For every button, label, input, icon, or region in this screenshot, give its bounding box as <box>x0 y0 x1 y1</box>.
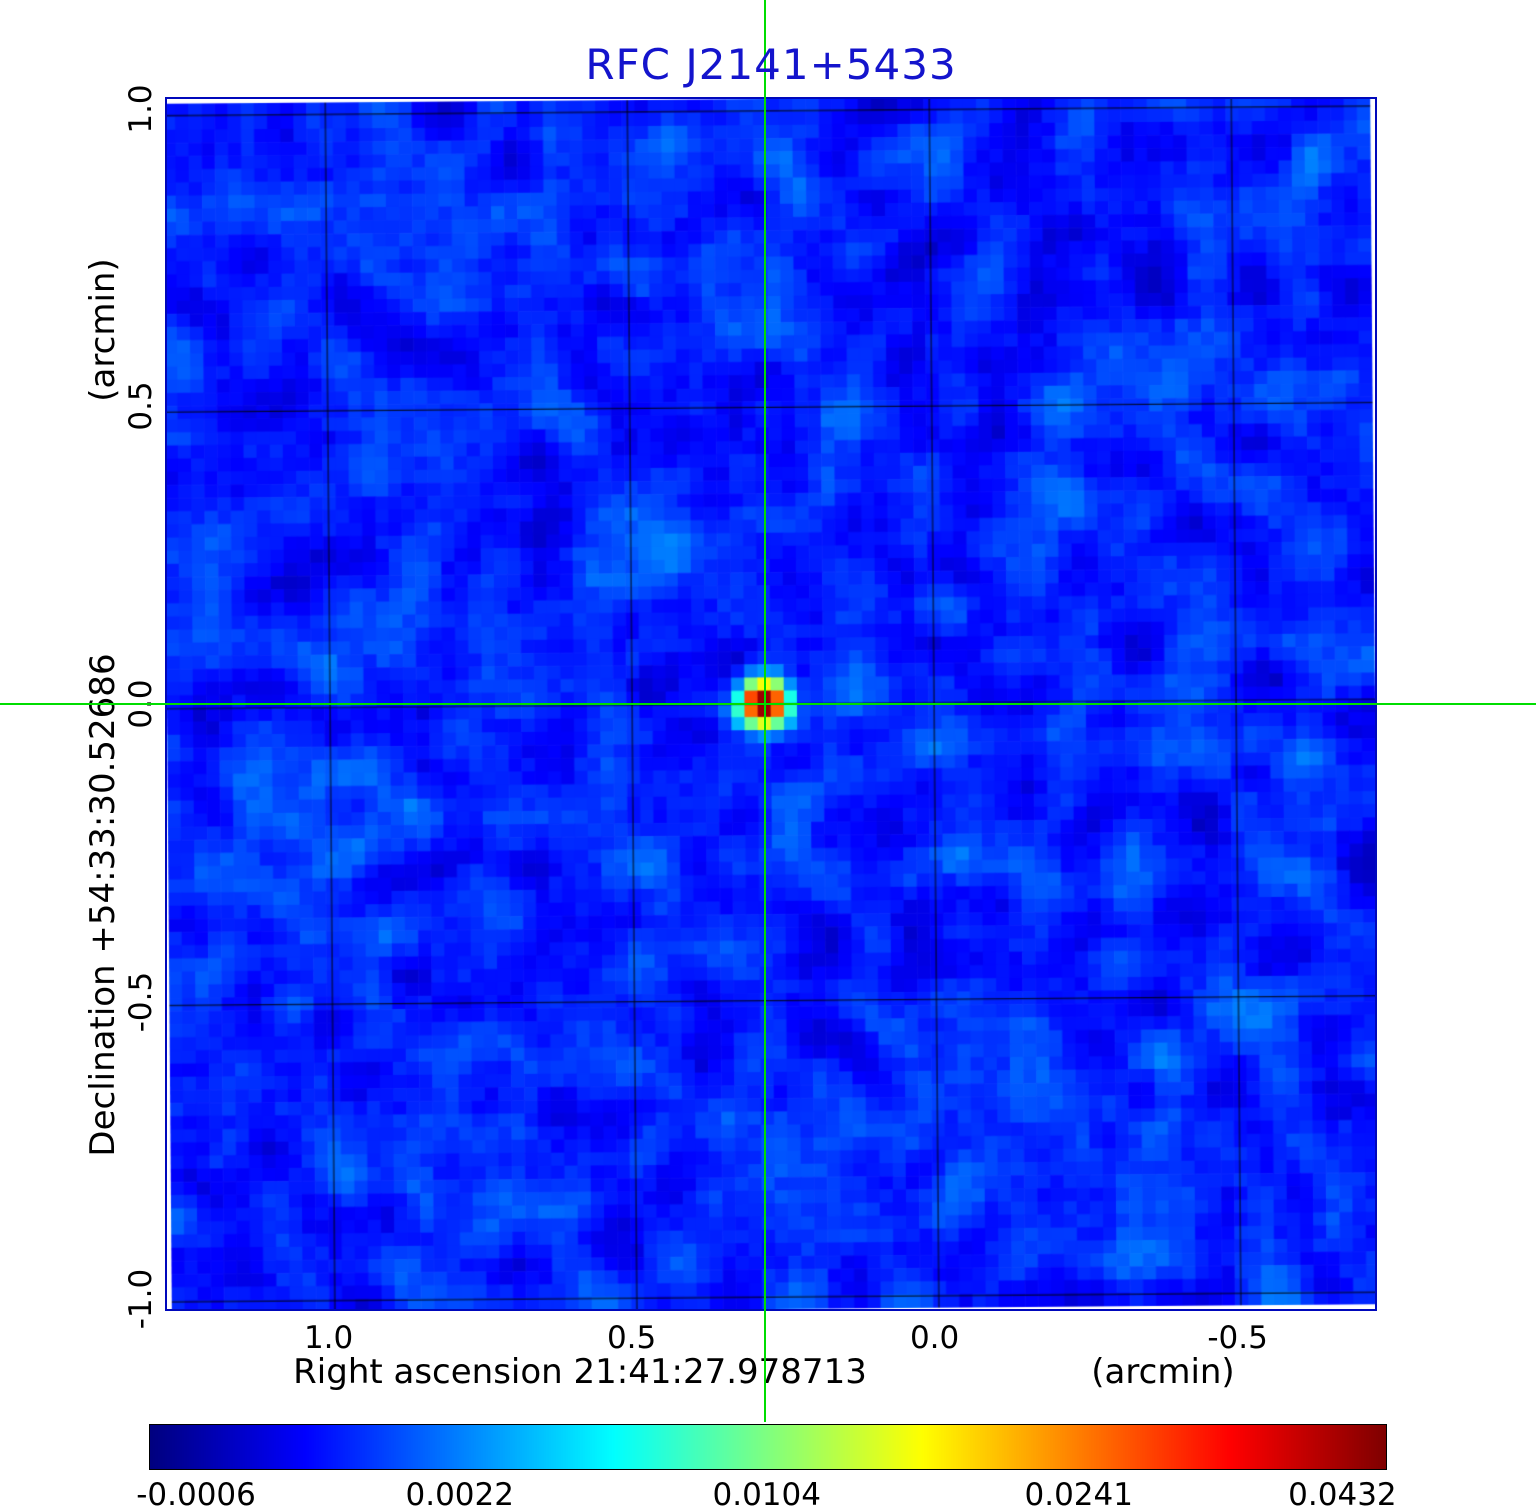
crosshair-vertical-line <box>763 0 766 1422</box>
y-tick-label: 0.5 <box>123 381 159 432</box>
y-axis-unit: (arcmin) <box>83 258 123 402</box>
x-tick-label: -0.5 <box>1207 1320 1268 1356</box>
crosshair-horizontal-line <box>0 703 1536 705</box>
colorbar-tick-label: -0.0006 <box>136 1477 256 1511</box>
x-tick-label: 0.5 <box>606 1320 657 1356</box>
colorbar <box>149 1424 1387 1470</box>
x-tick-label: 1.0 <box>303 1320 354 1356</box>
x-tick-label: 0.0 <box>909 1320 960 1356</box>
x-axis-label: Right ascension 21:41:27.978713 <box>293 1352 867 1392</box>
colorbar-tick-label: 0.0104 <box>712 1477 821 1511</box>
x-axis-unit: (arcmin) <box>1091 1352 1235 1392</box>
colorbar-gradient-canvas <box>150 1425 1386 1469</box>
y-tick-label: -0.5 <box>123 971 159 1032</box>
colorbar-tick-label: 0.0432 <box>1288 1477 1397 1511</box>
plot-title: RFC J2141+5433 <box>585 40 957 89</box>
y-tick-label: 1.0 <box>123 84 159 134</box>
colorbar-tick-label: 0.0241 <box>1024 1477 1133 1511</box>
y-tick-label: -1.0 <box>123 1268 159 1330</box>
colorbar-tick-label: 0.0022 <box>405 1477 514 1511</box>
y-axis-label: Declination +54:33:30.52686 <box>83 653 123 1157</box>
